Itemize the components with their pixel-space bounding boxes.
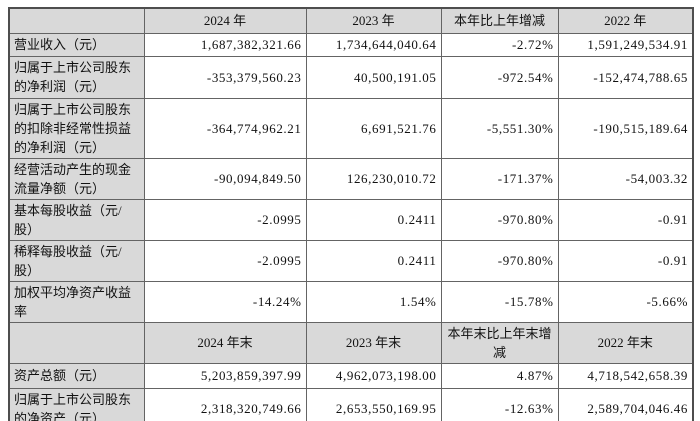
- cell-2023: 0.2411: [305, 239, 442, 282]
- cell-2024: -2.0995: [143, 198, 307, 241]
- cell-2023: 0.2411: [305, 198, 442, 241]
- cell-2023: 2,653,550,169.95: [305, 387, 442, 421]
- row-label: 营业收入（元）: [8, 32, 145, 57]
- table-row-total-assets: 资产总额（元） 5,203,859,397.99 4,962,073,198.0…: [8, 362, 694, 389]
- row-label: 归属于上市公司股东的净利润（元）: [8, 55, 145, 99]
- financial-report-page: 2024 年 2023 年 本年比上年增减 2022 年 营业收入（元） 1,6…: [0, 7, 700, 421]
- cell-2022: 2,589,704,046.46: [557, 387, 694, 421]
- cell-yoy: -15.78%: [440, 280, 559, 323]
- cell-2023: 40,500,191.05: [305, 55, 442, 99]
- cell-yoy: -970.80%: [440, 239, 559, 282]
- header-row-annual: 2024 年 2023 年 本年比上年增减 2022 年: [8, 7, 694, 34]
- cell-2023: 1,734,644,040.64: [305, 32, 442, 57]
- row-label: 加权平均净资产收益率: [8, 280, 145, 323]
- cell-2023: 4,962,073,198.00: [305, 362, 442, 389]
- row-label: 稀释每股收益（元/股）: [8, 239, 145, 282]
- cell-2022: 4,718,542,658.39: [557, 362, 694, 389]
- cell-yoy: -5,551.30%: [440, 97, 559, 159]
- cell-2022: 1,591,249,534.91: [557, 32, 694, 57]
- cell-2024: 5,203,859,397.99: [143, 362, 307, 389]
- table-row-diluted-eps: 稀释每股收益（元/股） -2.0995 0.2411 -970.80% -0.9…: [8, 239, 694, 282]
- cell-2022: -0.91: [557, 239, 694, 282]
- cell-2024: -14.24%: [143, 280, 307, 323]
- header-row-year-end: 2024 年末 2023 年末 本年末比上年末增减 2022 年末: [8, 321, 694, 364]
- cell-yoy: -2.72%: [440, 32, 559, 57]
- table-row-net-assets: 归属于上市公司股东的净资产（元） 2,318,320,749.66 2,653,…: [8, 387, 694, 421]
- cell-2024: -353,379,560.23: [143, 55, 307, 99]
- table-row-operating-cash-flow: 经营活动产生的现金流量净额（元） -90,094,849.50 126,230,…: [8, 157, 694, 200]
- cell-yoy: -12.63%: [440, 387, 559, 421]
- col-header-yoy-end-change: 本年末比上年末增减: [440, 321, 559, 364]
- cell-yoy: -972.54%: [440, 55, 559, 99]
- cell-2023: 126,230,010.72: [305, 157, 442, 200]
- cell-yoy: -171.37%: [440, 157, 559, 200]
- col-header-2024: 2024 年: [143, 7, 307, 34]
- row-label: 资产总额（元）: [8, 362, 145, 389]
- col-header-yoy-change: 本年比上年增减: [440, 7, 559, 34]
- row-label: 经营活动产生的现金流量净额（元）: [8, 157, 145, 200]
- cell-2024: -2.0995: [143, 239, 307, 282]
- cell-2023: 1.54%: [305, 280, 442, 323]
- cell-2024: -90,094,849.50: [143, 157, 307, 200]
- col-header-2022-end: 2022 年末: [557, 321, 694, 364]
- cell-2022: -54,003.32: [557, 157, 694, 200]
- col-header-2023: 2023 年: [305, 7, 442, 34]
- table-row-net-profit-excl-nonrecurring: 归属于上市公司股东的扣除非经常性损益的净利润（元） -364,774,962.2…: [8, 97, 694, 159]
- financial-summary-table: 2024 年 2023 年 本年比上年增减 2022 年 营业收入（元） 1,6…: [8, 7, 694, 421]
- table-row-basic-eps: 基本每股收益（元/股） -2.0995 0.2411 -970.80% -0.9…: [8, 198, 694, 241]
- corner-cell: [8, 7, 145, 34]
- cell-2022: -190,515,189.64: [557, 97, 694, 159]
- table-row-net-profit: 归属于上市公司股东的净利润（元） -353,379,560.23 40,500,…: [8, 55, 694, 99]
- cell-2024: -364,774,962.21: [143, 97, 307, 159]
- row-label: 基本每股收益（元/股）: [8, 198, 145, 241]
- cell-2022: -152,474,788.65: [557, 55, 694, 99]
- cell-yoy: 4.87%: [440, 362, 559, 389]
- col-header-2024-end: 2024 年末: [143, 321, 307, 364]
- cell-2022: -0.91: [557, 198, 694, 241]
- table-row-revenue: 营业收入（元） 1,687,382,321.66 1,734,644,040.6…: [8, 32, 694, 57]
- row-label: 归属于上市公司股东的净资产（元）: [8, 387, 145, 421]
- corner-cell: [8, 321, 145, 364]
- cell-2024: 2,318,320,749.66: [143, 387, 307, 421]
- cell-2024: 1,687,382,321.66: [143, 32, 307, 57]
- table-row-weighted-avg-roe: 加权平均净资产收益率 -14.24% 1.54% -15.78% -5.66%: [8, 280, 694, 323]
- cell-2022: -5.66%: [557, 280, 694, 323]
- col-header-2022: 2022 年: [557, 7, 694, 34]
- row-label: 归属于上市公司股东的扣除非经常性损益的净利润（元）: [8, 97, 145, 159]
- col-header-2023-end: 2023 年末: [305, 321, 442, 364]
- cell-2023: 6,691,521.76: [305, 97, 442, 159]
- cell-yoy: -970.80%: [440, 198, 559, 241]
